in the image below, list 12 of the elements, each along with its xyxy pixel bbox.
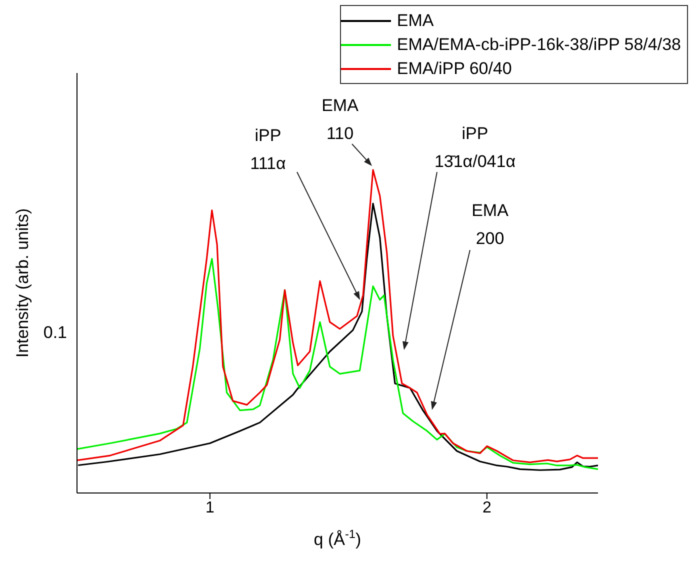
legend-label: EMA [396,11,434,31]
text: EMA 110 [322,96,360,143]
annotation: EMA 200 [472,201,510,248]
annotation: iPP 111α [250,126,286,173]
annotation: iPP 13̄1α/041α [434,124,516,171]
y-axis-title: Intensity (arb. units) [12,208,32,358]
legend-label: EMA/iPP 60/40 [396,59,512,79]
x-tick-label: 2 [482,499,492,516]
legend-label: EMA/EMA-cb-iPP-16k-38/iPP 58/4/38 [396,35,681,55]
x-tick-label: 1 [205,499,214,516]
text: 0.1 [43,323,67,342]
x-axis-title: q (Å$^{-1}$) [314,527,362,549]
